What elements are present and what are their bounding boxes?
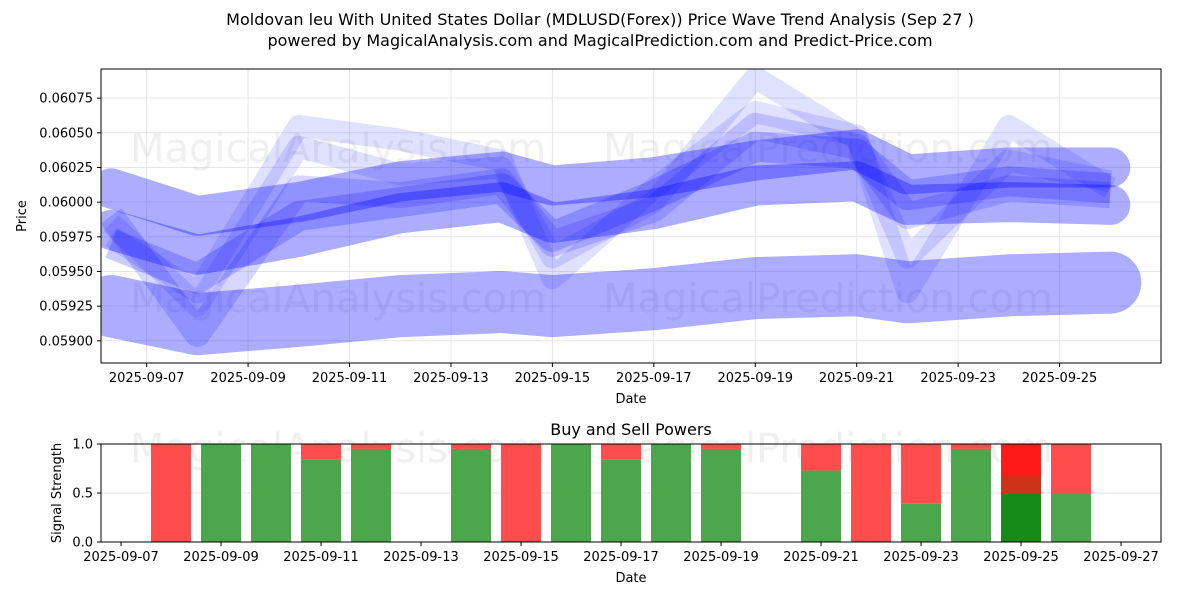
price-x-axis: 2025-09-07 2025-09-09 2025-09-11 2025-09-13… (109, 363, 1097, 386)
signal-y-tick-label: 0.5 (72, 487, 93, 502)
signal-x-tick-label: 2025-09-17 (583, 550, 659, 565)
buy-bar (701, 449, 741, 542)
price-y-axis-label: Price (15, 200, 30, 232)
price-y-tick-label: 0.05925 (39, 300, 93, 315)
signal-x-tick-label: 2025-09-23 (883, 550, 959, 565)
buy-bar (1001, 493, 1041, 542)
price-y-tick-label: 0.05975 (39, 230, 93, 245)
signal-y-tick-label: 1.0 (72, 438, 93, 453)
sell-bar (601, 444, 641, 460)
price-y-tick-label: 0.05900 (39, 334, 93, 349)
buy-bar (251, 444, 291, 542)
signal-y-axis: 0.0 0.5 1.0 (72, 438, 101, 551)
price-x-tick-label: 2025-09-19 (717, 371, 793, 386)
price-y-tick-label: 0.06050 (39, 126, 93, 141)
signal-x-axis-label: Date (615, 571, 646, 586)
sell-bar (351, 444, 391, 449)
sell-bar (701, 444, 741, 449)
buy-bar (801, 470, 841, 542)
price-x-tick-label: 2025-09-25 (1022, 371, 1098, 386)
buy-bar (951, 449, 991, 542)
chart-canvas: MagicalAnalysis.com MagicalPrediction.co… (0, 0, 1200, 600)
signal-y-axis-label: Signal Strength (50, 443, 65, 543)
price-x-axis-label: Date (615, 392, 646, 407)
price-x-tick-label: 2025-09-21 (819, 371, 895, 386)
sell-bar (501, 444, 541, 542)
price-x-tick-label: 2025-09-07 (109, 371, 185, 386)
buy-bar (601, 460, 641, 542)
signal-y-tick-label: 0.0 (72, 536, 93, 551)
buy-bar (201, 444, 241, 542)
signal-x-tick-label: 2025-09-11 (283, 550, 359, 565)
signal-x-tick-label: 2025-09-15 (483, 550, 559, 565)
sell-bar (801, 444, 841, 470)
price-y-axis: 0.05900 0.05925 0.05950 0.05975 0.06000 0.060… (39, 92, 101, 350)
buy-bar (651, 444, 691, 542)
signal-x-tick-label: 2025-09-25 (983, 550, 1059, 565)
sell-bar (951, 444, 991, 449)
price-x-tick-label: 2025-09-13 (413, 371, 489, 386)
price-x-tick-label: 2025-09-11 (312, 371, 388, 386)
sell-bar (901, 444, 941, 504)
sell-bar (301, 444, 341, 460)
price-y-tick-label: 0.05950 (39, 265, 93, 280)
signal-x-tick-label: 2025-09-13 (383, 550, 459, 565)
price-x-tick-label: 2025-09-15 (515, 371, 591, 386)
sell-bar (851, 444, 891, 542)
price-y-tick-label: 0.06000 (39, 196, 93, 211)
price-x-tick-label: 2025-09-23 (920, 371, 996, 386)
sell-bar (1051, 444, 1091, 493)
signal-x-tick-label: 2025-09-21 (783, 550, 859, 565)
signal-x-tick-label: 2025-09-19 (683, 550, 759, 565)
sell-bar (451, 444, 491, 449)
signal-x-axis: 2025-09-07 2025-09-09 2025-09-11 2025-09-13… (83, 542, 1159, 565)
buy-bar (451, 449, 491, 542)
buy-bar (551, 444, 591, 542)
overlap-bar (1001, 476, 1041, 493)
price-series-lower-band (111, 283, 1110, 325)
price-y-tick-label: 0.06075 (39, 92, 93, 107)
buy-bar (901, 504, 941, 542)
price-plot: MagicalAnalysis.com MagicalPrediction.co… (15, 69, 1161, 407)
price-y-tick-label: 0.06025 (39, 161, 93, 176)
price-x-tick-label: 2025-09-09 (210, 371, 286, 386)
buy-bar (1051, 493, 1091, 542)
signal-x-tick-label: 2025-09-27 (1083, 550, 1159, 565)
price-x-tick-label: 2025-09-17 (616, 371, 692, 386)
signal-x-tick-label: 2025-09-09 (183, 550, 259, 565)
buy-bar (351, 449, 391, 542)
sell-bar (151, 444, 191, 542)
signal-plot: Buy and Sell Powers MagicalAnalysis.com … (50, 420, 1161, 586)
buy-bar (301, 460, 341, 542)
signal-x-tick-label: 2025-09-07 (83, 550, 159, 565)
